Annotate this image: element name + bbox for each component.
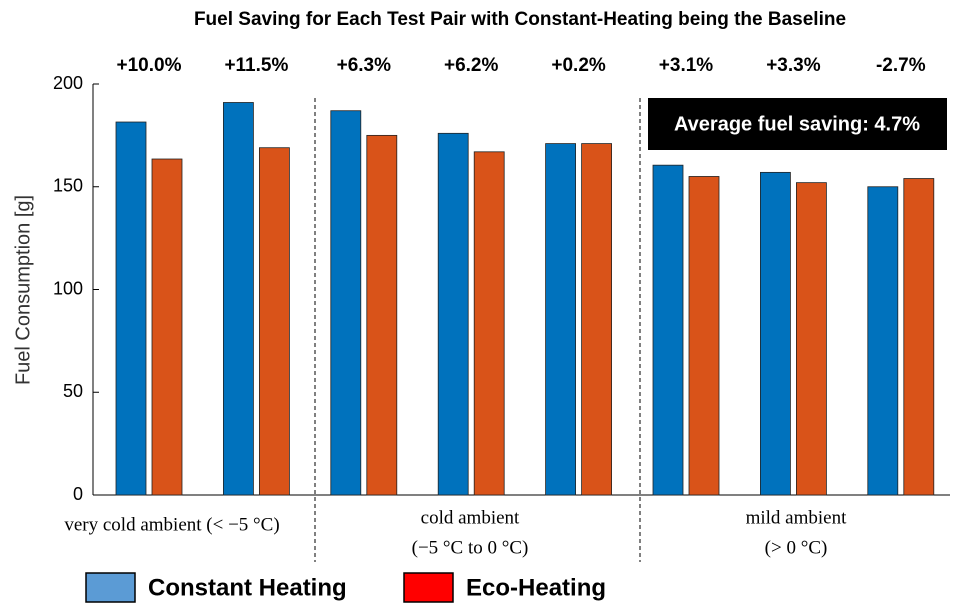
bar [222,102,254,496]
legend-swatch [403,572,454,603]
legend-label: Eco-Heating [466,574,606,601]
bar [581,143,612,496]
y-axis-label: Fuel Consumption [g] [12,195,34,385]
bar [115,121,147,496]
bar [867,186,899,496]
annotation-box [648,98,947,150]
pair-label: +6.3% [337,55,392,76]
pair-label: +11.5% [224,55,288,76]
region-label: very cold ambient (< −5 °C) [64,514,279,535]
y-tick-label: 150 [53,176,83,196]
bar [903,178,935,496]
bar [366,134,398,496]
region-label: mild ambient [746,507,848,528]
y-tick-label: 0 [73,484,83,504]
pair-label: +6.2% [444,55,499,76]
pair-label: +0.2% [551,55,606,76]
bar [796,182,827,496]
bar [545,143,576,496]
chart-title: Fuel Saving for Each Test Pair with Cons… [194,9,846,30]
y-tick-label: 100 [53,278,83,298]
bar [760,171,791,496]
bar [473,151,505,496]
pair-label: -2.7% [876,55,926,76]
y-tick-label: 50 [63,381,83,401]
y-tick-label: 200 [53,73,83,93]
legend-swatch [85,572,136,603]
bar [151,158,183,496]
bar [437,132,469,496]
region-label: (> 0 °C) [765,537,828,558]
region-label: (−5 °C to 0 °C) [412,537,529,558]
region-label: cold ambient [421,507,520,528]
bar [652,164,684,496]
legend-label: Constant Heating [148,574,347,601]
pair-label: +3.3% [766,55,821,76]
bar [258,147,290,496]
annotation: Average fuel saving: 4.7% [674,113,920,135]
pair-label: +3.1% [659,55,714,76]
bar [688,176,720,496]
bar [330,110,362,496]
pair-label: +10.0% [117,55,182,76]
